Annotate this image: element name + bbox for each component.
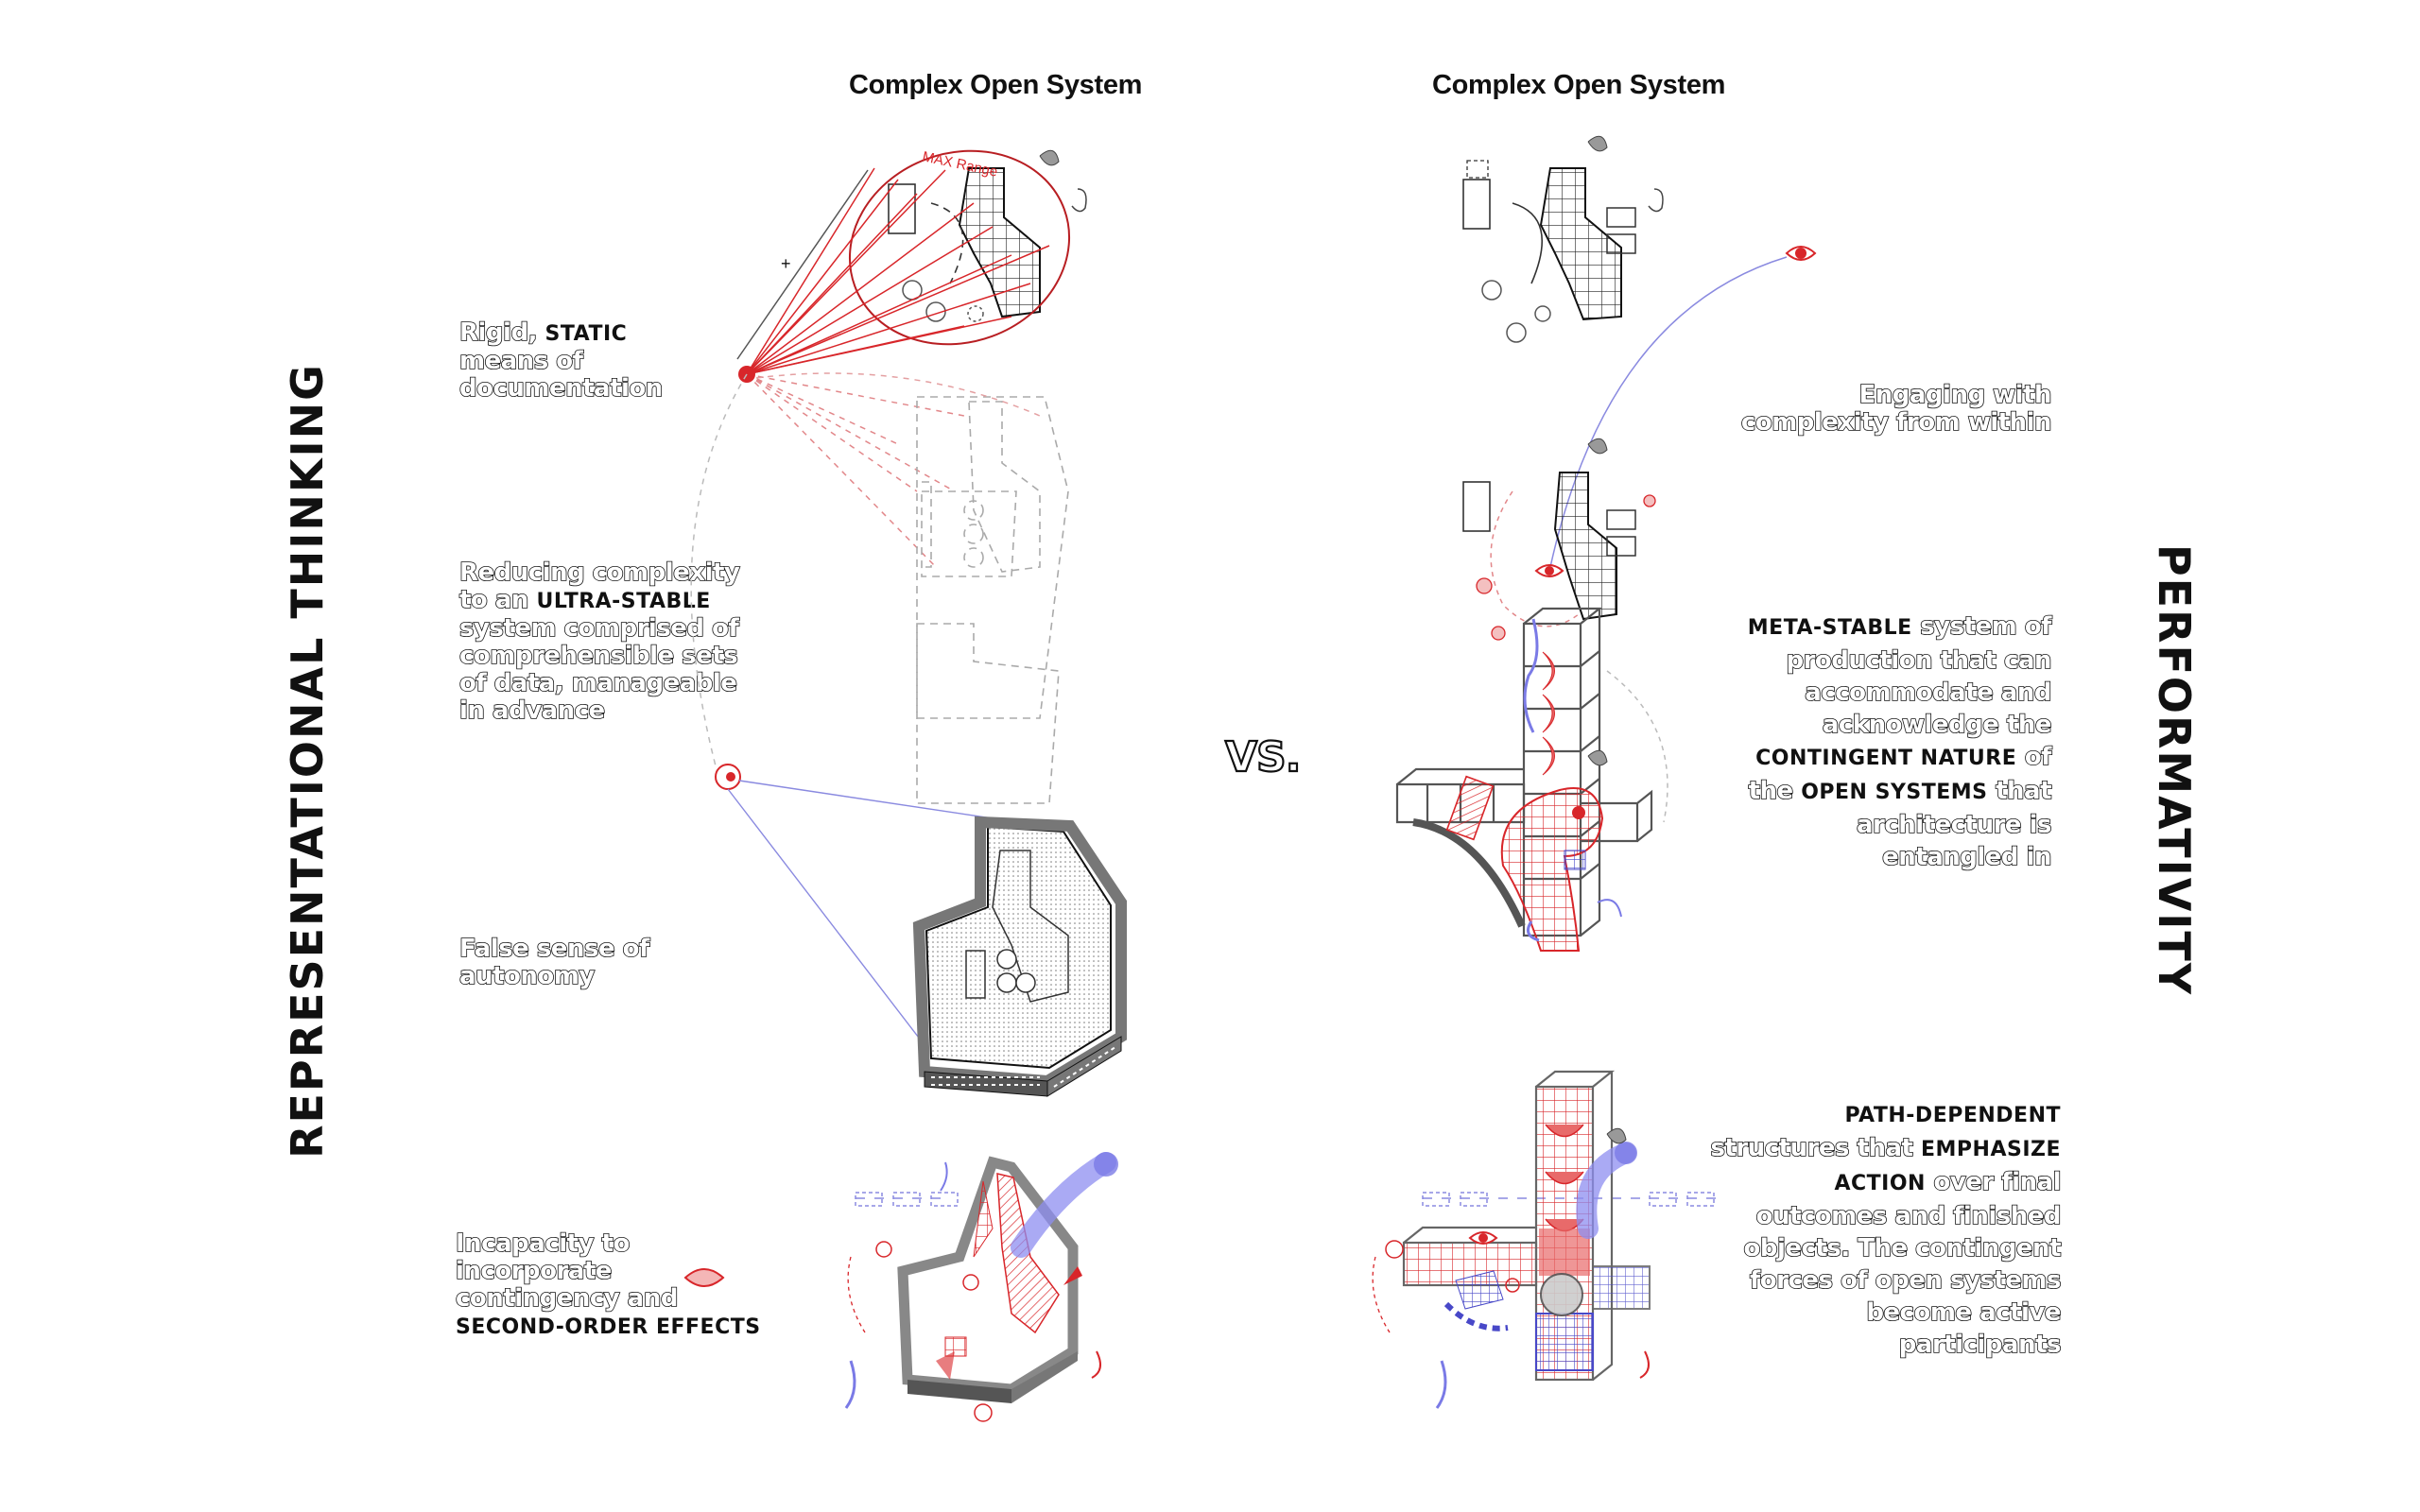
plus-label: + xyxy=(781,254,791,273)
dashed-arc xyxy=(690,373,748,778)
note-meta-stable: META-STABLE system of production that ca… xyxy=(1747,611,2053,872)
note-static-documentation: Rigid, STATIC means of documentation xyxy=(458,318,664,404)
note-engaging: Engaging with complexity from within xyxy=(1740,381,2052,438)
heading-left: Complex Open System xyxy=(849,70,1143,100)
eye-icon-left xyxy=(715,764,741,790)
left-bottom-building xyxy=(844,1152,1118,1422)
note-second-order: Incapacity to incorporate contingency an… xyxy=(455,1229,761,1339)
right-top-plan xyxy=(1462,135,1664,343)
camera-rays xyxy=(746,167,1050,568)
left-ghost-plan xyxy=(916,396,1069,804)
heading-right: Complex Open System xyxy=(1432,70,1726,100)
right-middle-system xyxy=(1395,438,1668,952)
left-building xyxy=(912,816,1127,1097)
vs-label: VS. xyxy=(1224,732,1303,782)
note-ultra-stable: Reducing complexity to an ULTRA-STABLE s… xyxy=(458,558,740,726)
eye-icon-right-top xyxy=(1785,246,1817,261)
note-false-autonomy: False sense of autonomy xyxy=(458,935,650,991)
right-bottom-tower xyxy=(1372,1070,1720,1409)
note-path-dependent: PATH-DEPENDENT structures that EMPHASIZE… xyxy=(1710,1104,2063,1360)
max-range-label: MAX Range xyxy=(921,148,999,180)
lips-icon xyxy=(683,1268,725,1287)
